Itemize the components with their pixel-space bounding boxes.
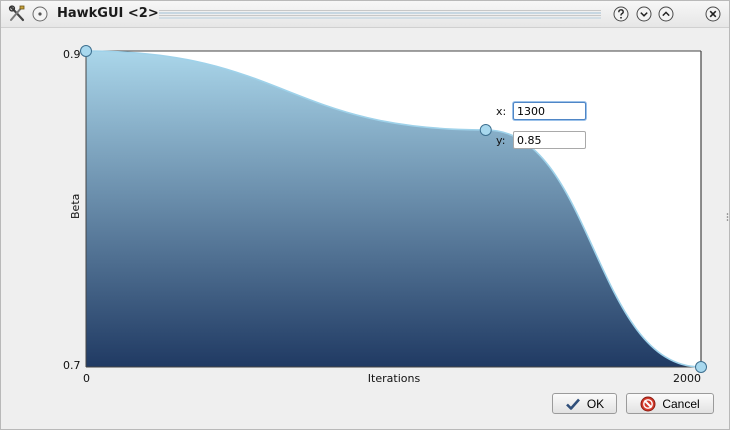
x-min-tick-label: 0 [83,372,90,385]
area-fill [86,51,701,367]
x-coord-label: x: [496,105,507,118]
cancel-icon [640,396,656,411]
circle-menu-icon[interactable] [32,6,48,22]
control-point-handle-2[interactable] [695,361,707,373]
x-axis-label: Iterations [368,372,421,385]
x-coord-input[interactable] [513,102,586,120]
title-bar[interactable]: HawkGUI <2> [1,1,729,28]
y-coord-input[interactable] [513,131,586,149]
ok-button-label: OK [586,396,605,411]
checkmark-icon [565,398,580,410]
ok-button[interactable]: OK [552,393,617,414]
title-decoration [159,9,601,20]
y-coord-label: y: [496,134,506,147]
beta-curve-plot[interactable]: 0.9 0.7 0 2000 Iterations [1,27,729,387]
resize-grip-icon[interactable] [726,211,729,221]
help-icon[interactable] [613,6,629,22]
chevron-up-icon[interactable] [658,6,674,22]
cancel-button-label: Cancel [662,396,700,411]
y-min-tick-label: 0.7 [63,359,81,372]
close-icon[interactable] [705,6,721,22]
x-max-tick-label: 2000 [673,372,701,385]
control-point-handle-0[interactable] [80,45,92,57]
tools-icon[interactable] [8,5,26,23]
control-point-handle-1[interactable] [479,124,492,136]
cancel-button[interactable]: Cancel [626,393,714,414]
y-axis-label: Beta [69,193,82,219]
window-title: HawkGUI <2> [57,6,159,21]
chevron-down-icon[interactable] [636,6,652,22]
y-max-tick-label: 0.9 [63,48,81,61]
